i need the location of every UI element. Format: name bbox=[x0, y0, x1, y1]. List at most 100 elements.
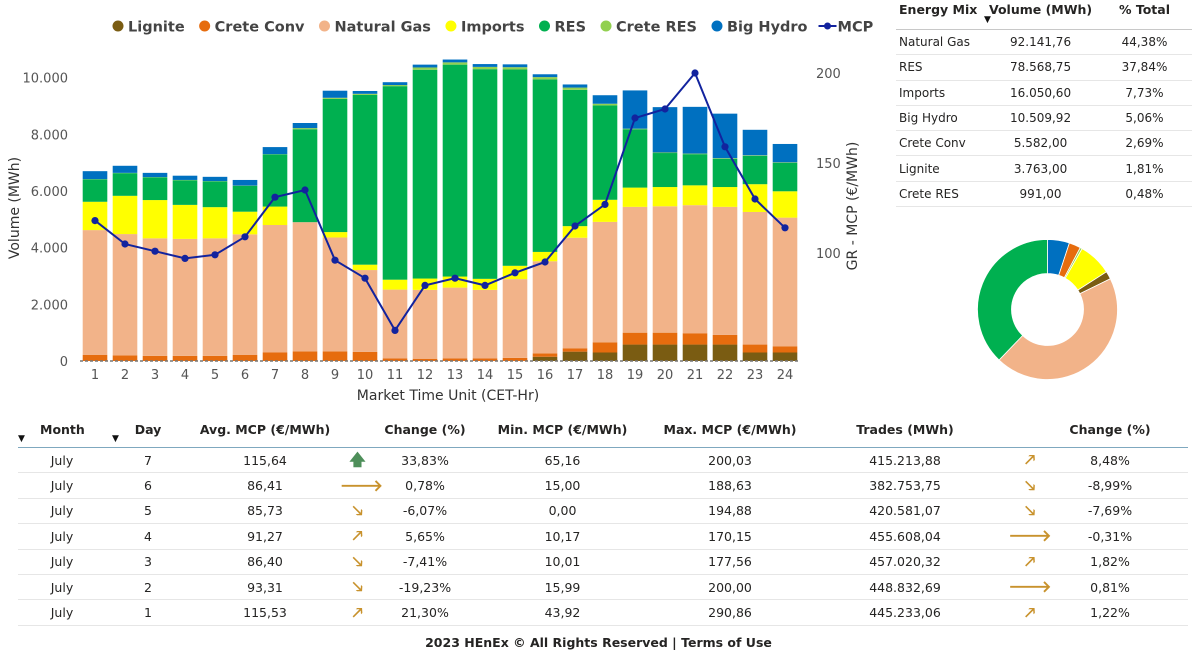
mcp-point[interactable] bbox=[601, 201, 608, 208]
bar-segment-big-hydro[interactable] bbox=[143, 173, 168, 177]
bar-segment-crete-res[interactable] bbox=[593, 104, 618, 106]
mcp-point[interactable] bbox=[751, 195, 758, 202]
bar-segment-big-hydro[interactable] bbox=[353, 91, 378, 94]
bar-segment-natural-gas[interactable] bbox=[353, 270, 378, 352]
bar-segment-crete-res[interactable] bbox=[413, 67, 438, 69]
donut-slice-res[interactable] bbox=[978, 240, 1048, 361]
bar-segment-res[interactable] bbox=[593, 105, 618, 199]
bar-segment-res[interactable] bbox=[443, 65, 468, 277]
sort-desc-icon[interactable]: ▼ bbox=[984, 15, 991, 25]
mcp-point[interactable] bbox=[121, 240, 128, 247]
bar-segment-natural-gas[interactable] bbox=[533, 261, 558, 353]
bar-segment-natural-gas[interactable] bbox=[143, 238, 168, 356]
bar-segment-crete-conv[interactable] bbox=[533, 353, 558, 356]
bar-segment-big-hydro[interactable] bbox=[383, 82, 408, 85]
min-mcp-col-header[interactable]: Min. MCP (€/MWh) bbox=[475, 422, 650, 437]
trades-change-col-header[interactable]: Change (%) bbox=[1060, 422, 1160, 437]
mcp-point[interactable] bbox=[691, 69, 698, 76]
bar-segment-big-hydro[interactable] bbox=[203, 177, 228, 181]
bar-segment-imports[interactable] bbox=[233, 212, 258, 235]
bar-segment-big-hydro[interactable] bbox=[173, 176, 198, 180]
bar-segment-crete-conv[interactable] bbox=[773, 346, 798, 352]
mcp-point[interactable] bbox=[511, 269, 518, 276]
bar-segment-natural-gas[interactable] bbox=[623, 207, 648, 333]
bar-segment-imports[interactable] bbox=[623, 188, 648, 207]
bar-segment-big-hydro[interactable] bbox=[743, 130, 768, 156]
bar-segment-big-hydro[interactable] bbox=[293, 123, 318, 128]
bar-segment-big-hydro[interactable] bbox=[263, 147, 288, 154]
bar-segment-crete-res[interactable] bbox=[383, 85, 408, 86]
bar-segment-imports[interactable] bbox=[683, 185, 708, 205]
mcp-point[interactable] bbox=[451, 275, 458, 282]
bar-segment-big-hydro[interactable] bbox=[683, 107, 708, 154]
legend-label[interactable]: Big Hydro bbox=[727, 20, 808, 36]
bar-segment-lignite[interactable] bbox=[743, 353, 768, 362]
mcp-point[interactable] bbox=[211, 251, 218, 258]
bar-segment-res[interactable] bbox=[323, 99, 348, 232]
bar-segment-natural-gas[interactable] bbox=[383, 290, 408, 359]
legend-label[interactable]: MCP bbox=[838, 20, 874, 36]
bar-segment-imports[interactable] bbox=[203, 207, 228, 238]
bar-segment-lignite[interactable] bbox=[653, 345, 678, 361]
bar-segment-crete-conv[interactable] bbox=[323, 351, 348, 361]
bar-segment-crete-conv[interactable] bbox=[143, 356, 168, 361]
day-sort-icon[interactable]: ▼ bbox=[112, 434, 119, 444]
mcp-point[interactable] bbox=[541, 258, 548, 265]
bar-segment-res[interactable] bbox=[683, 154, 708, 185]
bar-segment-crete-conv[interactable] bbox=[113, 355, 138, 361]
mcp-point[interactable] bbox=[361, 275, 368, 282]
bar-segment-natural-gas[interactable] bbox=[233, 234, 258, 354]
bar-segment-natural-gas[interactable] bbox=[443, 288, 468, 359]
max-mcp-col-header[interactable]: Max. MCP (€/MWh) bbox=[650, 422, 810, 437]
legend-label[interactable]: Lignite bbox=[128, 20, 185, 36]
avg-mcp-col-header[interactable]: Avg. MCP (€/MWh) bbox=[190, 422, 340, 437]
bar-segment-crete-conv[interactable] bbox=[623, 333, 648, 345]
bar-segment-big-hydro[interactable] bbox=[623, 90, 648, 128]
bar-segment-imports[interactable] bbox=[143, 200, 168, 238]
bar-segment-crete-res[interactable] bbox=[563, 88, 588, 90]
bar-segment-res[interactable] bbox=[233, 186, 258, 212]
bar-segment-res[interactable] bbox=[113, 173, 138, 196]
bar-segment-crete-conv[interactable] bbox=[563, 348, 588, 351]
bar-segment-res[interactable] bbox=[143, 177, 168, 200]
energy-mix-col-header[interactable]: Energy Mix bbox=[896, 2, 984, 17]
bar-segment-imports[interactable] bbox=[773, 191, 798, 217]
bar-segment-imports[interactable] bbox=[173, 205, 198, 239]
bar-segment-res[interactable] bbox=[413, 70, 438, 279]
bar-segment-res[interactable] bbox=[743, 156, 768, 184]
bar-segment-natural-gas[interactable] bbox=[473, 290, 498, 359]
mcp-point[interactable] bbox=[301, 186, 308, 193]
pct-total-col-header[interactable]: % Total bbox=[1097, 2, 1192, 17]
bar-segment-natural-gas[interactable] bbox=[413, 290, 438, 359]
bar-segment-big-hydro[interactable] bbox=[653, 107, 678, 152]
month-col-header[interactable]: Month bbox=[18, 422, 106, 437]
bar-segment-imports[interactable] bbox=[383, 280, 408, 290]
bar-segment-natural-gas[interactable] bbox=[653, 206, 678, 332]
bar-segment-crete-res[interactable] bbox=[323, 98, 348, 99]
bar-segment-big-hydro[interactable] bbox=[473, 64, 498, 67]
bar-segment-natural-gas[interactable] bbox=[773, 218, 798, 347]
bar-segment-res[interactable] bbox=[353, 95, 378, 265]
bar-segment-crete-conv[interactable] bbox=[743, 345, 768, 353]
bar-segment-big-hydro[interactable] bbox=[593, 95, 618, 104]
bar-segment-res[interactable] bbox=[203, 181, 228, 207]
bar-segment-big-hydro[interactable] bbox=[713, 114, 738, 158]
bar-segment-crete-conv[interactable] bbox=[713, 335, 738, 345]
bar-segment-lignite[interactable] bbox=[623, 345, 648, 361]
legend-label[interactable]: RES bbox=[555, 20, 587, 36]
bar-segment-big-hydro[interactable] bbox=[443, 60, 468, 63]
bar-segment-natural-gas[interactable] bbox=[263, 225, 288, 353]
bar-segment-big-hydro[interactable] bbox=[83, 171, 108, 179]
mcp-point[interactable] bbox=[421, 282, 428, 289]
bar-segment-crete-conv[interactable] bbox=[83, 355, 108, 361]
bar-segment-crete-res[interactable] bbox=[743, 155, 768, 156]
bar-segment-crete-res[interactable] bbox=[353, 94, 378, 95]
bar-segment-res[interactable] bbox=[563, 90, 588, 226]
bar-segment-natural-gas[interactable] bbox=[743, 212, 768, 345]
